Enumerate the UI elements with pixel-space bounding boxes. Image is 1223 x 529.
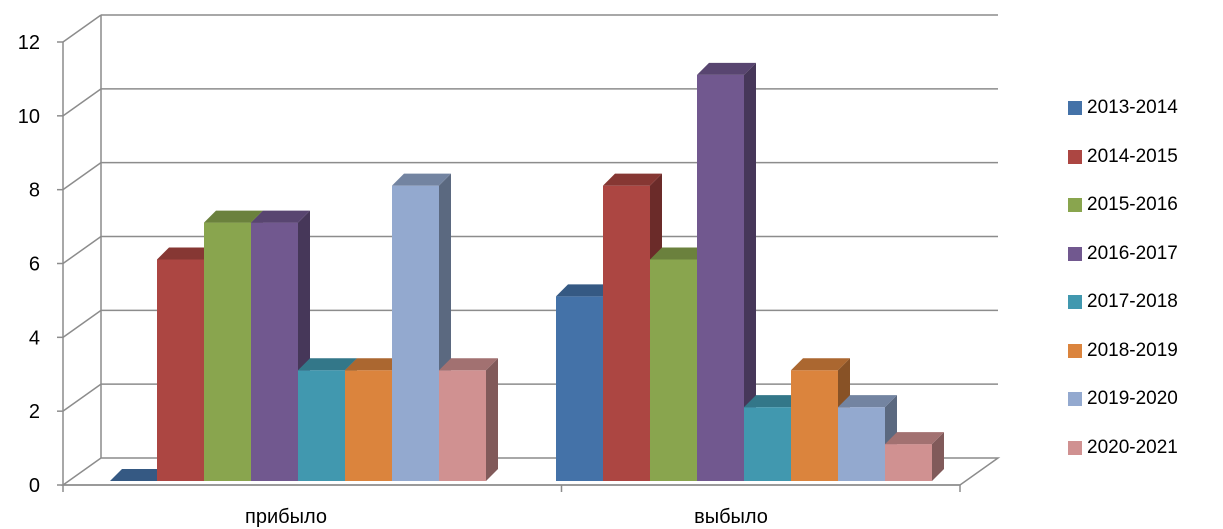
legend-label: 2016-2017 xyxy=(1087,242,1178,264)
legend-swatch xyxy=(1068,392,1082,407)
bar xyxy=(697,62,756,482)
gridline-side xyxy=(62,14,102,43)
bar-front xyxy=(392,185,439,481)
bar xyxy=(791,358,850,481)
bar-top xyxy=(157,247,216,260)
bar-front xyxy=(345,370,392,481)
legend-swatch xyxy=(1068,343,1082,358)
bar-top xyxy=(556,284,615,297)
bar xyxy=(110,469,169,481)
bar-top xyxy=(204,210,263,223)
y-tick-label: 2 xyxy=(29,401,40,423)
legend-swatch xyxy=(1068,101,1082,116)
axes: 0 2 4 6 8 10 12 прибыло выбыло xyxy=(18,32,961,528)
bar-top xyxy=(439,358,498,371)
gridline-side xyxy=(62,309,102,338)
legend-swatch xyxy=(1068,440,1082,455)
legend-item: 2014-2015 xyxy=(1068,133,1218,182)
bar-top xyxy=(885,432,944,445)
bar-front xyxy=(439,370,486,481)
bar-side xyxy=(744,62,756,482)
legend: 2013-2014 2014-2015 2015-2016 2016-2017 2017… xyxy=(1068,84,1218,472)
legend-label: 2018-2019 xyxy=(1087,339,1178,361)
legend-label: 2017-2018 xyxy=(1087,291,1178,313)
bar-front xyxy=(251,222,298,482)
bar-front xyxy=(650,259,697,481)
bar-top xyxy=(838,395,897,408)
bar-top xyxy=(298,358,357,371)
bar-top xyxy=(251,210,310,223)
legend-item: 2018-2019 xyxy=(1068,327,1218,376)
bar-top xyxy=(345,358,404,371)
gridline-side xyxy=(62,383,102,412)
bar xyxy=(885,432,944,481)
x-tick-label: выбыло xyxy=(694,506,768,528)
y-tick-label: 10 xyxy=(18,106,40,128)
legend-item: 2020-2021 xyxy=(1068,424,1218,473)
bar-top xyxy=(744,395,803,408)
bars xyxy=(110,62,944,482)
bar-front xyxy=(744,407,791,481)
legend-swatch xyxy=(1068,149,1082,164)
legend-label: 2019-2020 xyxy=(1087,388,1178,410)
y-tick-label: 0 xyxy=(29,475,40,497)
bar-front xyxy=(556,296,603,481)
y-tick-label: 8 xyxy=(29,180,40,202)
bar-top xyxy=(603,173,662,186)
y-tick-label: 12 xyxy=(18,32,40,54)
bar-front xyxy=(791,370,838,481)
bar-top xyxy=(392,173,451,186)
legend-label: 2020-2021 xyxy=(1087,436,1178,458)
bar-front xyxy=(157,259,204,481)
legend-item: 2017-2018 xyxy=(1068,278,1218,327)
legend-label: 2013-2014 xyxy=(1087,97,1178,119)
legend-swatch xyxy=(1068,198,1082,213)
legend-swatch xyxy=(1068,246,1082,261)
legend-label: 2014-2015 xyxy=(1087,145,1178,167)
bar-side xyxy=(932,432,944,481)
gridline-side xyxy=(62,88,102,117)
bar-side xyxy=(486,358,498,481)
bar xyxy=(439,358,498,481)
bar-top xyxy=(110,469,169,481)
legend-swatch xyxy=(1068,295,1082,310)
x-tick-label: прибыло xyxy=(245,506,327,528)
y-tick-label: 6 xyxy=(29,254,40,276)
legend-item: 2016-2017 xyxy=(1068,230,1218,279)
bar-front xyxy=(885,444,932,481)
bar-front xyxy=(697,74,744,482)
legend-item: 2019-2020 xyxy=(1068,375,1218,424)
legend-item: 2015-2016 xyxy=(1068,181,1218,230)
gridline-side xyxy=(62,162,102,191)
bar-front xyxy=(204,222,251,482)
bar-front xyxy=(838,407,885,481)
legend-label: 2015-2016 xyxy=(1087,194,1178,216)
bar-top xyxy=(791,358,850,371)
bar-front xyxy=(603,185,650,481)
gridline-side xyxy=(62,235,102,265)
legend-item: 2013-2014 xyxy=(1068,84,1218,133)
y-tick-label: 4 xyxy=(29,327,40,349)
bar-front xyxy=(298,370,345,481)
bar-top xyxy=(697,62,756,75)
bar-top xyxy=(650,247,709,260)
